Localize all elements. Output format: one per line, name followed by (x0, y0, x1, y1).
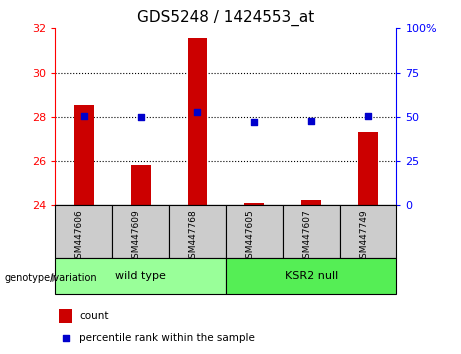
Point (62, 335, 69, 341)
Point (194, 109, 201, 114)
Bar (301, 200, 321, 205)
Text: wild type: wild type (115, 271, 166, 281)
Text: genotype/variation: genotype/variation (5, 273, 97, 283)
Text: GSM447609: GSM447609 (131, 210, 141, 264)
Bar (169, 205, 226, 258)
Bar (283, 205, 340, 258)
Text: GSM447749: GSM447749 (359, 210, 368, 264)
Point (307, 118, 315, 124)
Bar (112, 205, 169, 258)
Text: count: count (79, 311, 109, 321)
Text: GSM447768: GSM447768 (189, 210, 197, 264)
Title: GDS5248 / 1424553_at: GDS5248 / 1424553_at (137, 9, 314, 25)
Bar (226, 205, 283, 258)
Bar (226, 258, 396, 294)
Bar (59, 309, 72, 323)
Bar (55, 205, 112, 258)
Polygon shape (52, 274, 57, 281)
Text: percentile rank within the sample: percentile rank within the sample (79, 332, 255, 343)
Point (251, 119, 258, 125)
Point (80, 113, 88, 119)
Bar (244, 202, 264, 205)
Bar (188, 38, 207, 205)
Text: GSM447606: GSM447606 (75, 210, 84, 264)
Bar (74, 105, 94, 205)
Bar (55, 258, 226, 294)
Bar (358, 132, 378, 205)
Point (364, 113, 372, 119)
Text: GSM447607: GSM447607 (302, 210, 311, 264)
Text: KSR2 null: KSR2 null (284, 271, 338, 281)
Point (137, 114, 144, 120)
Text: GSM447605: GSM447605 (245, 210, 254, 264)
Bar (130, 165, 151, 205)
Bar (340, 205, 396, 258)
